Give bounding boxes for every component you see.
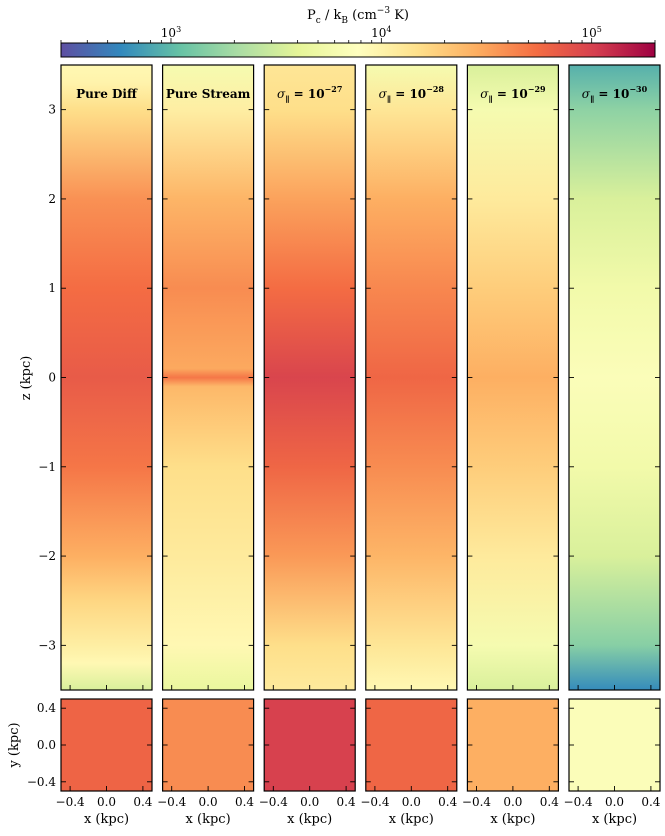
x-axis-label: x (kpc) [186,812,231,827]
panel-sigma-28: σ∥ = 10−28 −0.4 0.0 0.4 x (kpc) [360,64,458,827]
panel-pure-diff-title: Pure Diff [76,87,138,101]
z-tick-label: 0 [48,371,56,385]
x-tick-label: −0.4 [360,795,390,809]
panel-sigma-28-slice [365,699,457,791]
x-tick-label: 0.0 [199,795,218,809]
z-tick-label: 3 [48,103,56,117]
x-tick-label: 0.4 [641,795,660,809]
colorbar-title: Pc / kB (cm−3 K) [307,6,409,26]
panel-sigma-29-map [467,65,559,690]
y-tick-label: 0.4 [37,701,56,715]
z-tick-label: 1 [48,281,56,295]
x-tick-label: 0.0 [402,795,421,809]
x-axis-label: x (kpc) [490,812,535,827]
panels: Pure Diff 3 2 1 0 −1 −2 −3 0.4 0.0 −0.4 −0.4 0.0 0.4 x… [27,64,661,827]
panel-sigma-30-map [569,65,660,690]
z-tick-label: −1 [38,460,56,474]
x-tick-label: 0.0 [605,795,624,809]
colorbar-tick-label: 104 [371,25,391,40]
panel-pure-diff: Pure Diff 3 2 1 0 −1 −2 −3 0.4 0.0 −0.4 −0.4 0.0 0.4 x… [27,64,153,827]
x-tick-label: −0.4 [259,795,289,809]
x-tick-label: 0.0 [97,795,116,809]
panel-pure-stream-slice [162,699,254,791]
x-tick-label: −0.4 [462,795,492,809]
z-tick-label: 2 [48,192,56,206]
panel-sigma-30-slice [569,699,660,791]
z-tick-label: −3 [38,638,56,652]
panel-sigma-28-title: σ∥ = 10−28 [379,84,445,104]
x-axis-label: x (kpc) [287,812,332,827]
panel-sigma-28-map [365,65,457,690]
panel-sigma-27-title: σ∥ = 10−27 [277,84,342,104]
y-tick-label: −0.4 [27,775,57,789]
x-tick-label: 0.4 [438,795,457,809]
x-axis-label: x (kpc) [84,812,129,827]
x-tick-label: 0.4 [540,795,559,809]
panel-pure-stream-title: Pure Stream [166,87,251,101]
panel-sigma-27-map [264,65,356,690]
panel-pure-stream: Pure Stream −0.4 0.0 0.4 x (kpc) [157,64,254,827]
panel-pure-stream-map [162,65,254,690]
panel-sigma-27-slice [264,699,356,791]
panel-pure-diff-map [61,65,152,690]
x-tick-label: 0.0 [503,795,522,809]
x-tick-label: 0.4 [235,795,254,809]
x-tick-label: −0.4 [564,795,594,809]
x-tick-label: 0.4 [337,795,356,809]
colorbar-tick-label: 105 [581,25,601,40]
colorbar-tick-label: 103 [161,25,181,40]
x-axis-label: x (kpc) [592,812,637,827]
panel-pure-diff-slice [61,699,152,791]
panel-sigma-30-title: σ∥ = 10−30 [582,84,648,104]
x-tick-label: −0.4 [56,795,86,809]
y-axis-label: y (kpc) [7,722,22,768]
colorbar-gradient [60,42,656,58]
panel-sigma-29-slice [467,699,559,791]
y-tick-label: 0.0 [37,738,56,752]
z-tick-label: −2 [38,549,56,563]
panel-sigma-27: σ∥ = 10−27 −0.4 0.0 0.4 x (kpc) [259,64,356,827]
z-axis-label: z (kpc) [19,356,34,401]
x-tick-label: 0.4 [133,795,152,809]
colorbar: 103 104 105 [60,25,656,58]
x-tick-label: −0.4 [157,795,187,809]
panel-sigma-29-title: σ∥ = 10−29 [480,84,546,104]
x-tick-label: 0.0 [300,795,319,809]
panel-sigma-29: σ∥ = 10−29 −0.4 0.0 0.4 x (kpc) [462,64,559,827]
panel-sigma-30: σ∥ = 10−30 −0.4 0.0 0.4 x (kpc) [564,64,661,827]
x-axis-label: x (kpc) [389,812,434,827]
